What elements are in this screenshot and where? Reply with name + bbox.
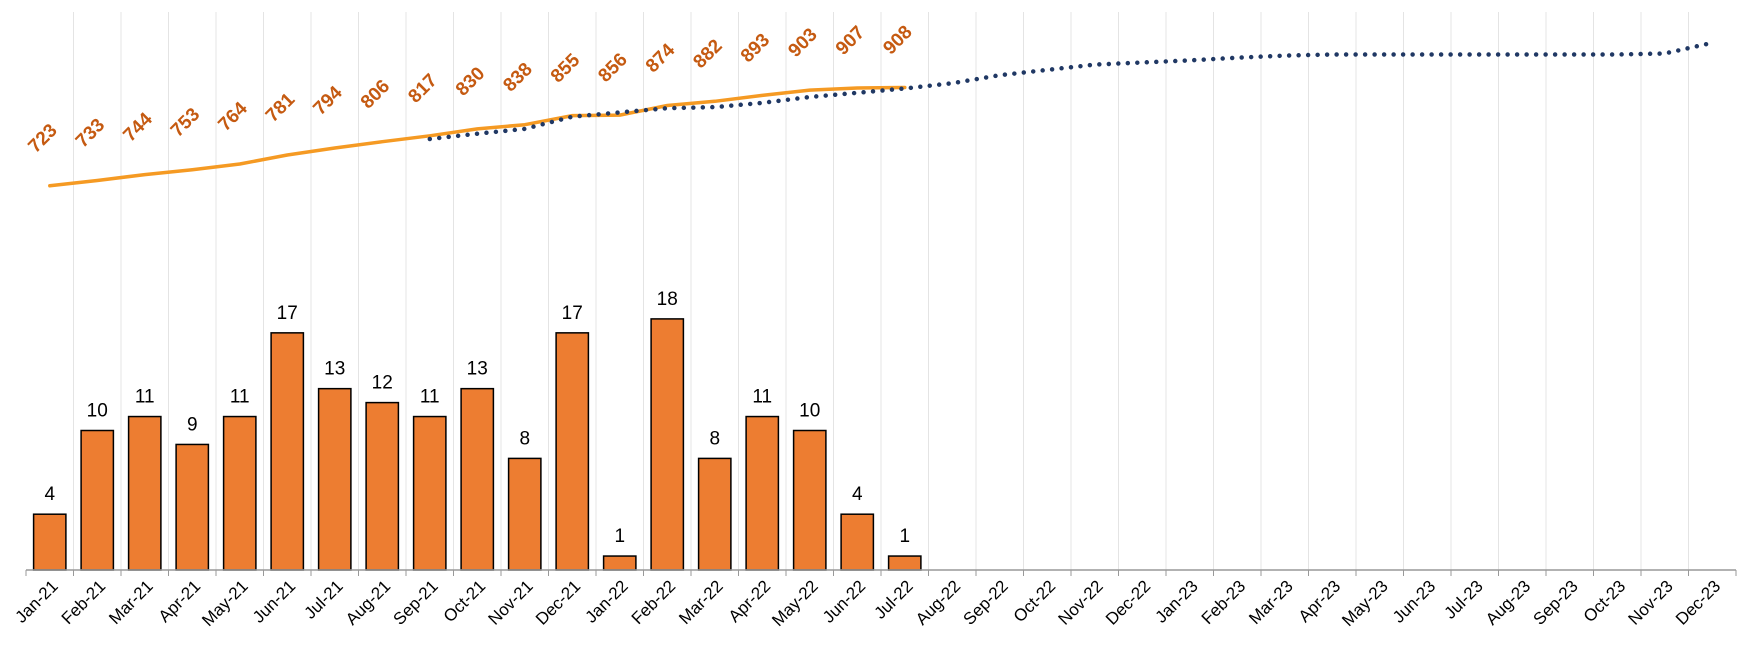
x-tick-label: May-21 xyxy=(198,577,252,631)
data-label: 11 xyxy=(420,387,440,408)
x-tick-label: Nov-21 xyxy=(485,577,537,629)
bar xyxy=(127,415,162,571)
data-label: 907 xyxy=(832,22,869,59)
bar xyxy=(745,415,780,571)
data-label: 744 xyxy=(119,109,157,147)
bar xyxy=(602,555,637,571)
data-label: 753 xyxy=(167,104,204,141)
bar xyxy=(270,332,305,571)
data-label: 856 xyxy=(594,49,631,86)
x-tick-label: Jan-21 xyxy=(12,577,62,627)
data-label: 13 xyxy=(324,359,345,380)
forecast-line xyxy=(427,40,1715,142)
x-tick-label: Aug-21 xyxy=(342,577,394,629)
x-tick-label: Oct-21 xyxy=(440,577,490,627)
data-label: 1 xyxy=(614,526,625,547)
x-tick-label: Sep-23 xyxy=(1530,577,1582,629)
data-label: 18 xyxy=(657,289,678,310)
bar xyxy=(887,555,922,571)
x-tick-label: Apr-23 xyxy=(1295,577,1345,627)
x-tick-label: Jul-23 xyxy=(1441,577,1487,623)
data-label: 794 xyxy=(309,82,347,120)
x-tick-label: Nov-22 xyxy=(1055,577,1107,629)
data-label: 855 xyxy=(547,50,585,88)
x-tick-label: Dec-23 xyxy=(1672,577,1724,629)
x-tick-label: Sep-22 xyxy=(960,577,1012,629)
bar xyxy=(792,429,827,571)
data-label: 10 xyxy=(87,401,108,422)
data-label: 11 xyxy=(230,387,250,408)
data-label: 830 xyxy=(452,63,489,100)
bar xyxy=(650,318,685,571)
x-tick-label: Jan-22 xyxy=(582,577,632,627)
x-tick-label: Jul-21 xyxy=(301,577,347,623)
data-label: 17 xyxy=(562,303,583,324)
x-tick-label: Mar-21 xyxy=(105,577,157,629)
data-label: 806 xyxy=(357,76,394,113)
data-label: 908 xyxy=(879,22,916,59)
data-label: 1 xyxy=(899,526,910,547)
data-label: 781 xyxy=(262,89,300,127)
data-label: 13 xyxy=(467,359,488,380)
data-label: 903 xyxy=(784,24,821,61)
bar xyxy=(365,401,400,571)
bar xyxy=(317,387,352,571)
x-tick-label: Feb-23 xyxy=(1198,577,1250,629)
data-label: 874 xyxy=(642,39,680,77)
data-label: 764 xyxy=(214,98,252,136)
x-tick-label: Aug-22 xyxy=(912,577,964,629)
x-tick-label: Mar-22 xyxy=(675,577,727,629)
data-label: 9 xyxy=(187,414,198,435)
data-label: 8 xyxy=(709,428,720,449)
x-tick-label: Jun-21 xyxy=(249,577,299,627)
x-tick-label: Oct-22 xyxy=(1010,577,1060,627)
x-tick-label: Jul-22 xyxy=(871,577,917,623)
bar xyxy=(460,387,495,571)
data-label: 838 xyxy=(499,59,536,96)
bar xyxy=(175,443,210,571)
data-label: 10 xyxy=(799,401,820,422)
x-tick-label: Mar-23 xyxy=(1245,577,1297,629)
data-label: 817 xyxy=(404,70,441,107)
x-tick-label: Apr-21 xyxy=(155,577,205,627)
data-label: 11 xyxy=(135,387,155,408)
data-label: 4 xyxy=(44,484,55,505)
bar xyxy=(222,415,257,571)
data-label: 17 xyxy=(277,303,298,324)
x-tick-label: Feb-22 xyxy=(628,577,680,629)
data-label: 882 xyxy=(689,36,726,73)
x-tick-label: Aug-23 xyxy=(1482,577,1534,629)
data-label: 4 xyxy=(852,484,863,505)
bar xyxy=(80,429,115,571)
x-tick-label: May-23 xyxy=(1338,577,1392,631)
x-tick-label: Nov-23 xyxy=(1625,577,1677,629)
x-tick-label: Jan-23 xyxy=(1152,577,1202,627)
bar xyxy=(507,457,542,571)
x-tick-label: Jun-22 xyxy=(819,577,869,627)
data-label: 11 xyxy=(752,387,772,408)
x-tick-label: Sep-21 xyxy=(390,577,442,629)
data-label: 733 xyxy=(72,115,109,152)
line xyxy=(48,85,907,188)
x-tick-label: May-22 xyxy=(768,577,822,631)
x-tick-label: Feb-21 xyxy=(58,577,110,629)
x-tick-label: Oct-23 xyxy=(1580,577,1630,627)
x-tick-label: Dec-21 xyxy=(532,577,584,629)
data-label: 8 xyxy=(519,428,530,449)
data-label: 12 xyxy=(372,373,393,394)
bar xyxy=(840,513,875,571)
bar xyxy=(555,332,590,571)
bar xyxy=(412,415,447,571)
x-tick-label: Apr-22 xyxy=(725,577,775,627)
x-tick-label: Jun-23 xyxy=(1389,577,1439,627)
bar xyxy=(32,513,67,571)
x-tick-label: Dec-22 xyxy=(1102,577,1154,629)
bar xyxy=(697,457,732,571)
data-label: 723 xyxy=(24,120,61,157)
data-label: 893 xyxy=(737,30,774,67)
